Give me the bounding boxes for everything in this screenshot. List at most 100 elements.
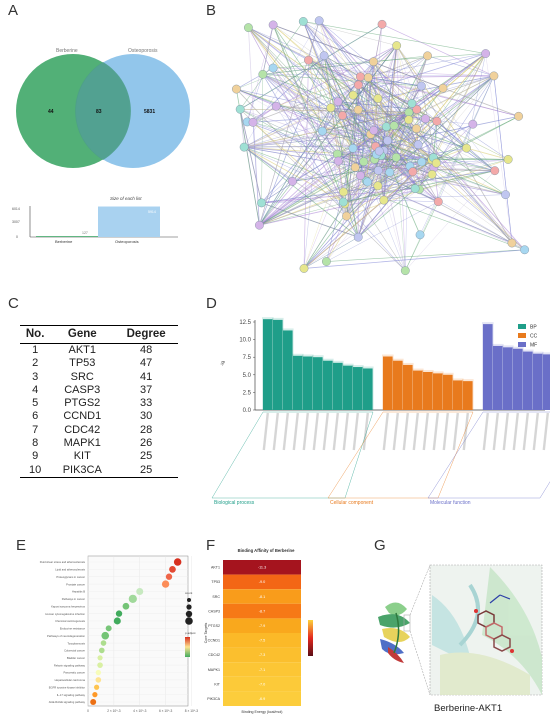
pathway-label: Toxoplasmosis	[67, 641, 85, 645]
go-bar	[353, 367, 363, 410]
legend-label: BP	[530, 325, 537, 331]
go-bar	[483, 324, 493, 410]
go-bar	[363, 368, 373, 410]
legend-count-title: count	[185, 591, 193, 595]
table-cell-gene: CDC42	[64, 423, 101, 436]
go-bar	[333, 362, 343, 410]
term-label-placeholder	[292, 412, 299, 451]
y-tick-label: 2.5	[243, 390, 252, 396]
term-label-placeholder	[322, 412, 329, 451]
term-label-placeholder	[512, 412, 519, 451]
heatmap-row-label: AKT1	[211, 566, 220, 570]
legend-swatch	[518, 333, 526, 338]
heatmap-cell	[223, 574, 301, 590]
pathway-label: Kaposi sarcoma herpesvirus	[51, 604, 86, 608]
heatmap-value: -6.9	[259, 697, 266, 701]
term-label-placeholder	[362, 412, 369, 451]
term-label-placeholder	[282, 412, 289, 451]
go-bar	[513, 348, 523, 410]
size-chart-title: Size of each list	[110, 196, 142, 201]
pathway-label: Prostate cancer	[66, 582, 85, 586]
term-label-placeholder	[382, 412, 389, 451]
pathway-label: EGFR tyrosine kinase inhibitor	[49, 685, 85, 689]
heatmap-cell	[223, 676, 301, 692]
group-label: Biological process	[214, 500, 255, 506]
go-bar	[503, 347, 513, 410]
panel-label-f: F	[206, 537, 216, 554]
size-bar-osteoporosis-name: Osteoporosis	[115, 239, 139, 244]
venn-right-count: 5831	[144, 109, 155, 115]
table-row: 1 AKT1 48	[20, 344, 178, 358]
heatmap-cell	[223, 633, 301, 648]
kegg-bubble	[113, 617, 121, 625]
size-bar-berberine-value: 127	[82, 231, 88, 235]
kegg-bubble	[105, 625, 112, 632]
legend-size-dot	[185, 610, 193, 618]
venn-overlap	[75, 62, 131, 160]
kegg-bubble	[92, 692, 98, 698]
pathway-label: Endocrine resistance	[60, 627, 86, 631]
group-bracket	[327, 411, 474, 499]
heatmap-value: -7.0	[259, 682, 266, 686]
heatmap-row-label: CCND1	[208, 639, 220, 643]
heatmap-cell	[223, 647, 301, 663]
table-row: 2 TP53 47	[20, 357, 178, 370]
heatmap-row-label: KIT	[214, 682, 220, 686]
go-bar	[343, 365, 353, 410]
heatmap-value: -7.3	[259, 653, 266, 657]
legend-swatch	[518, 324, 526, 329]
table-cell-gene: SRC	[70, 370, 94, 383]
heatmap-value: -8.7	[259, 609, 266, 613]
table-cell-no: 4	[32, 383, 39, 396]
legend-p-gradient	[185, 637, 190, 657]
size-tick-mid: 3007	[12, 220, 20, 224]
heatmap-row-label: CDC42	[208, 653, 220, 657]
go-bar	[393, 360, 403, 410]
kegg-bubble	[95, 669, 102, 676]
table-cell-gene: CCND1	[63, 410, 102, 423]
pathway-label: Bladder cancer	[67, 656, 85, 660]
heatmap-row-label: MAPK1	[208, 668, 220, 672]
term-label-placeholder	[352, 412, 359, 451]
go-bar	[403, 364, 413, 410]
ppi-network-graph	[231, 16, 530, 276]
go-bar	[433, 373, 443, 410]
go-bar	[313, 357, 323, 410]
size-bar-osteoporosis	[98, 206, 160, 237]
table-cell-no: 3	[32, 370, 39, 383]
table-row: 6 CCND1 30	[20, 410, 178, 423]
heatmap-cell	[223, 662, 301, 677]
legend-label: CC	[530, 334, 538, 340]
ppi-edges	[236, 20, 525, 271]
table-cell-no: 10	[20, 463, 51, 478]
pathway-label: Pancreatic cancer	[63, 671, 85, 675]
docking-caption: Berberine-AKT1	[434, 703, 503, 714]
venn-overlap-count: 83	[96, 109, 102, 115]
pathway-label: Pathways in cancer	[62, 597, 85, 601]
pathway-label: Proteoglycans in cancer	[56, 575, 85, 579]
heatmap-y-label: Core Targets	[204, 623, 208, 644]
y-axis-label: -lg	[220, 361, 225, 366]
x-tick-label: 8 × 10^-3	[185, 709, 199, 713]
table-cell-gene: AKT1	[68, 344, 97, 356]
venn-left-label: Berberine	[56, 48, 78, 54]
legend-size-dot	[186, 604, 192, 610]
pathway-label: Pathways of neurodegeneration	[47, 634, 85, 638]
table-cell-no: 8	[32, 437, 39, 450]
heatmap-cell	[223, 560, 301, 575]
pathway-label: AGE-RAGE signaling pathway	[49, 700, 86, 704]
venn-right-label: Osteoporosis	[128, 48, 158, 54]
pathway-label: Relaxin signaling pathway	[54, 663, 86, 667]
term-label-placeholder	[442, 412, 449, 451]
heatmap-row-label: SRC	[212, 595, 220, 599]
go-enrichment-chart: 0.0 2.5 5.0 7.5 10.0 12.5 -lg Biological proces…	[211, 317, 550, 506]
term-label-placeholder	[452, 412, 459, 451]
table-cell-degree: 41	[140, 370, 153, 383]
kegg-bubble	[98, 647, 105, 654]
kegg-bubble	[94, 684, 100, 690]
kegg-bubble	[97, 662, 103, 668]
group-bracket	[427, 411, 550, 499]
y-tick-label: 5.0	[243, 373, 252, 379]
term-label-placeholder	[412, 412, 419, 451]
kegg-bubble	[136, 587, 144, 595]
